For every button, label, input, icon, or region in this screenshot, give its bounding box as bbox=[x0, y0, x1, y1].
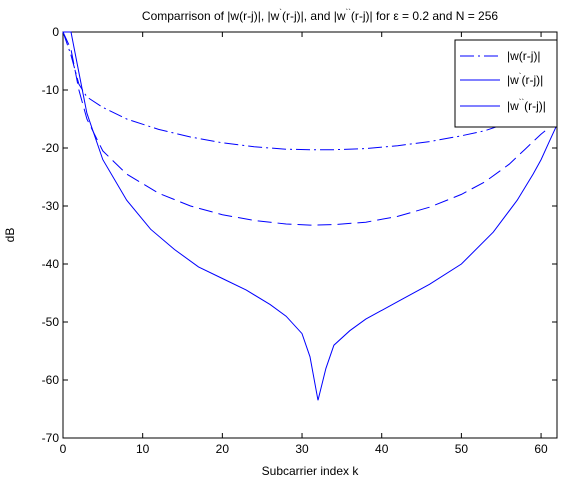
y-tick-label: -60 bbox=[42, 373, 60, 387]
y-tick-label: -70 bbox=[42, 431, 60, 445]
legend-label-series-2: |w`(r-j)| bbox=[507, 72, 543, 87]
legend-box bbox=[454, 39, 558, 128]
y-tick-label: -20 bbox=[42, 141, 60, 155]
axis-ticks: 0 10 20 30 40 50 60 0 -10 -20 -30 -40 -50 -60 -70 bbox=[42, 25, 557, 456]
x-tick-label: 0 bbox=[60, 442, 67, 456]
x-tick-label: 20 bbox=[216, 442, 230, 456]
y-tick-label: -50 bbox=[42, 315, 60, 329]
legend-label-series-1: |w(r-j)| bbox=[507, 49, 541, 63]
x-axis-label: Subcarrier index k bbox=[262, 464, 360, 478]
y-tick-label: -30 bbox=[42, 199, 60, 213]
legend-label-series-3: |w``(r-j)| bbox=[507, 98, 546, 113]
series-line-2 bbox=[62, 31, 558, 226]
y-tick-label: 0 bbox=[52, 25, 59, 39]
x-tick-label: 30 bbox=[295, 442, 309, 456]
x-tick-label: 60 bbox=[534, 442, 548, 456]
x-tick-label: 10 bbox=[136, 442, 150, 456]
y-tick-label: -40 bbox=[42, 257, 60, 271]
chart-title: Comparrison of |w(r-j)|, |w`(r-j)|, and … bbox=[142, 8, 498, 23]
x-tick-label: 40 bbox=[375, 442, 389, 456]
legend: |w(r-j)| |w`(r-j)| |w``(r-j)| bbox=[454, 39, 558, 128]
x-tick-label: 50 bbox=[455, 442, 469, 456]
series-line-3 bbox=[63, 31, 558, 401]
y-tick-label: -10 bbox=[42, 83, 60, 97]
y-axis-label: dB bbox=[3, 228, 17, 243]
